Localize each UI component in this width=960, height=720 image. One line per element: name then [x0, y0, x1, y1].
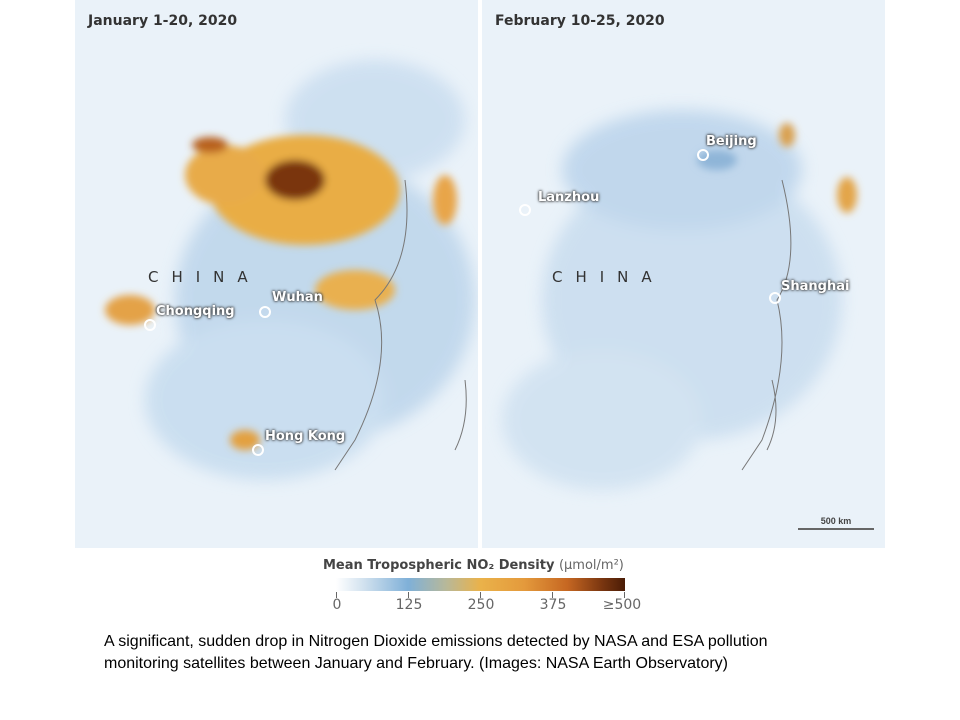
city-marker	[259, 306, 271, 318]
legend-tick-label: 250	[467, 597, 495, 613]
city-marker	[769, 292, 781, 304]
scale-bar: 500 km	[798, 516, 874, 530]
legend-tick	[624, 592, 625, 598]
city-label-hong-kong: Hong Kong	[265, 429, 346, 444]
no2-map-february	[482, 0, 885, 548]
caption: A significant, sudden drop in Nitrogen D…	[104, 633, 768, 672]
city-label-chongqing: Chongqing	[156, 304, 235, 319]
city-label-beijing: Beijing	[706, 134, 757, 149]
country-label: CHINA	[552, 268, 665, 286]
city-marker	[144, 319, 156, 331]
legend-color-bar	[336, 578, 625, 591]
legend-tick-label: 0	[332, 597, 342, 613]
panel-title: February 10-25, 2020	[495, 13, 665, 29]
legend-title: Mean Tropospheric NO₂ Density (μmol/m²)	[323, 558, 624, 573]
city-label-lanzhou: Lanzhou	[538, 190, 600, 205]
map-february: February 10-25, 2020 CHINA Beijing Lanzh…	[482, 0, 885, 548]
legend-tick	[408, 592, 409, 598]
legend-tick	[552, 592, 553, 598]
legend-unit: (μmol/m²)	[558, 558, 624, 573]
panel-title: January 1-20, 2020	[88, 13, 238, 29]
legend-title-text: Mean Tropospheric NO₂ Density	[323, 558, 555, 573]
legend-tick-label: ≥500	[602, 597, 642, 613]
city-label-wuhan: Wuhan	[272, 290, 323, 305]
city-marker	[519, 204, 531, 216]
city-marker	[252, 444, 264, 456]
map-january: January 1-20, 2020 CHINA Chongqing Wuhan…	[75, 0, 478, 548]
legend-tick-label: 125	[395, 597, 423, 613]
legend-tick-label: 375	[539, 597, 567, 613]
city-marker	[697, 149, 709, 161]
legend-tick	[480, 592, 481, 598]
legend-tick	[336, 592, 337, 598]
city-label-shanghai: Shanghai	[781, 279, 850, 294]
no2-map-january	[75, 0, 478, 548]
country-label: CHINA	[148, 268, 261, 286]
